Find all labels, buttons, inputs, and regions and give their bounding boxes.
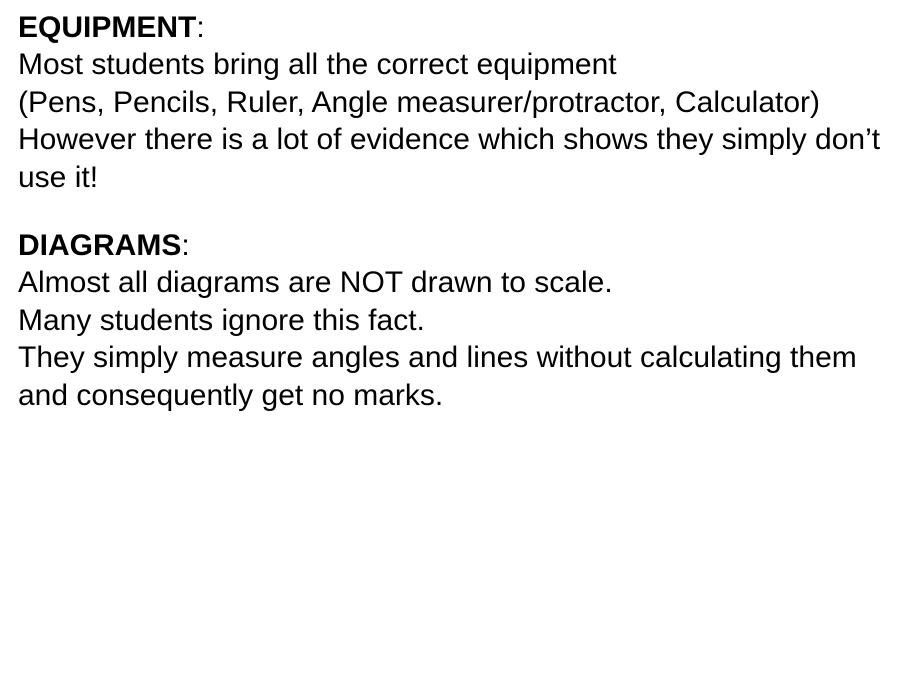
section-heading-row: EQUIPMENT: (18, 10, 902, 46)
body-line: However there is a lot of evidence which… (18, 121, 902, 196)
body-line: Almost all diagrams are NOT drawn to sca… (18, 264, 902, 302)
section-heading: EQUIPMENT (18, 11, 196, 44)
section-colon: : (181, 229, 189, 262)
document-page: EQUIPMENT: Most students bring all the c… (0, 0, 920, 690)
body-line: They simply measure angles and lines wit… (18, 339, 902, 414)
section-colon: : (196, 11, 204, 44)
section-diagrams: DIAGRAMS: Almost all diagrams are NOT dr… (18, 228, 902, 414)
section-heading-row: DIAGRAMS: (18, 228, 902, 264)
body-line: Many students ignore this fact. (18, 302, 902, 340)
body-line: (Pens, Pencils, Ruler, Angle measurer/pr… (18, 84, 902, 122)
section-heading: DIAGRAMS (18, 229, 181, 262)
section-equipment: EQUIPMENT: Most students bring all the c… (18, 10, 902, 196)
body-line: Most students bring all the correct equi… (18, 46, 902, 84)
